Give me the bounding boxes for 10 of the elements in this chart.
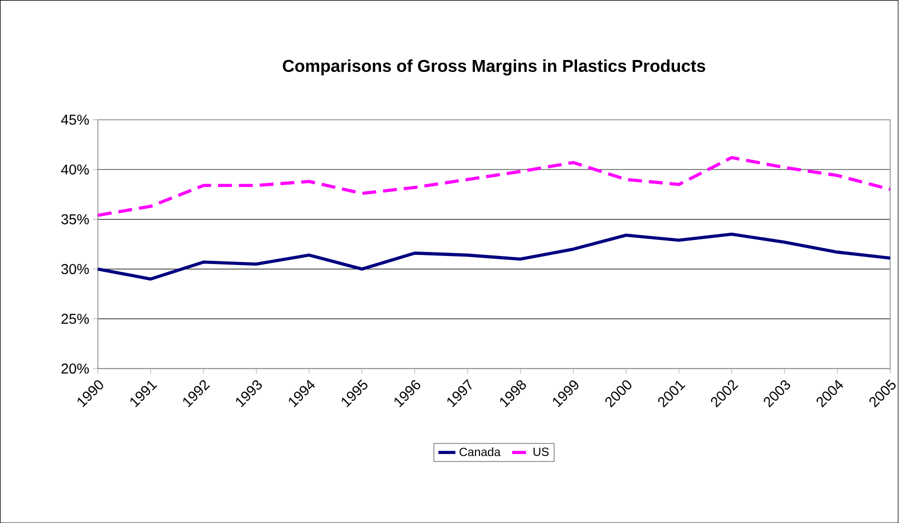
y-tick-label: 45% — [61, 114, 89, 125]
line-series — [96, 232, 892, 281]
y-tick-label: 30% — [61, 264, 89, 274]
y-tick-label: 20% — [62, 363, 89, 374]
y-tick-label: 35% — [61, 214, 89, 224]
legend-label: US — [534, 447, 549, 456]
y-tick-label: 25% — [62, 314, 89, 324]
legend-label: Canada — [460, 447, 501, 456]
chart-title: Comparisons of Gross Margins in Plastics Products — [282, 59, 706, 76]
y-tick-label: 40% — [61, 164, 89, 174]
